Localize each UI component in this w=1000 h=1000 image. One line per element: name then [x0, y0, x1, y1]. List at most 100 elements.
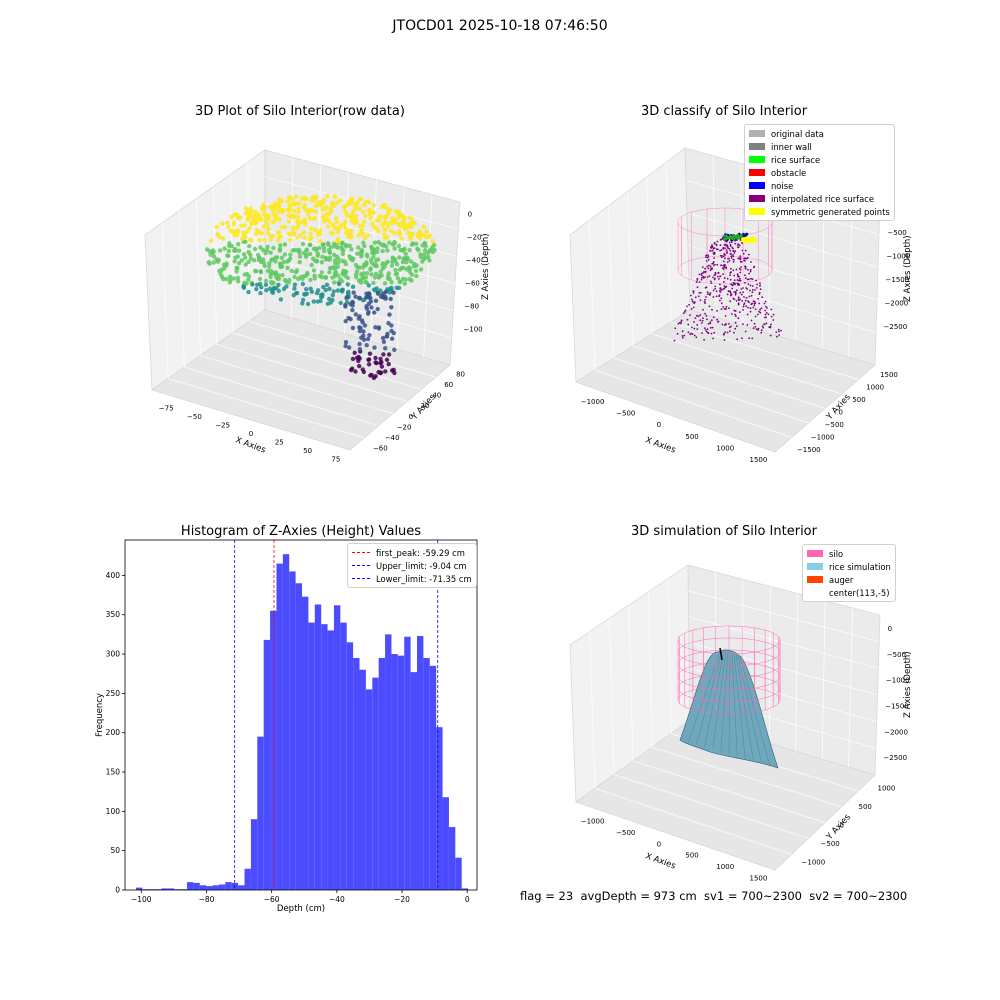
- scatter-point: [352, 350, 357, 355]
- scatter-point: [415, 231, 421, 236]
- legend-swatch: [749, 130, 765, 137]
- surface-mesh-line: [720, 651, 729, 752]
- scatter-point: [311, 268, 317, 273]
- legend-label: auger: [829, 574, 854, 585]
- scatter-point: [370, 250, 375, 255]
- interpolated-point: [729, 274, 731, 277]
- interpolated-point: [752, 300, 755, 303]
- interpolated-point: [746, 323, 749, 326]
- interpolated-point: [735, 289, 738, 292]
- scatter-point: [290, 225, 296, 230]
- scatter-point: [338, 300, 343, 306]
- interpolated-point: [718, 278, 720, 280]
- scatter-point: [231, 220, 237, 225]
- scatter-point: [215, 232, 221, 238]
- interpolated-point: [756, 313, 759, 316]
- y-tick-label: 100: [106, 807, 121, 816]
- scatter-point: [207, 261, 212, 266]
- interpolated-point: [741, 249, 744, 252]
- scatter-point: [265, 222, 270, 227]
- panel1-ztick: −40: [466, 257, 481, 265]
- scatter-point: [286, 219, 291, 224]
- scatter-point: [373, 355, 378, 361]
- histogram-bar: [391, 654, 398, 890]
- scatter-point: [208, 252, 213, 257]
- interpolated-point: [748, 295, 751, 298]
- interpolated-point: [749, 307, 752, 310]
- panel3-title: Histogram of Z-Axies (Height) Values: [180, 524, 422, 539]
- interpolated-point: [738, 277, 741, 280]
- scatter-point: [354, 269, 360, 274]
- scatter-point: [303, 222, 308, 227]
- interpolated-point: [710, 268, 713, 271]
- scatter-point: [318, 292, 324, 298]
- histogram-bar: [187, 882, 194, 890]
- scatter-point: [227, 274, 233, 279]
- scatter-point: [256, 212, 261, 217]
- scatter-point: [400, 276, 406, 282]
- scatter-point: [369, 272, 374, 277]
- interpolated-point: [698, 281, 701, 283]
- scatter-point: [385, 248, 390, 253]
- scatter-point: [358, 196, 363, 202]
- scatter-point: [357, 325, 362, 330]
- scatter-point: [359, 318, 365, 323]
- interpolated-point: [715, 290, 718, 293]
- legend-entry: Lower_limit: -71.35 cm: [352, 572, 472, 585]
- interpolated-point: [754, 325, 757, 328]
- scatter-point: [239, 258, 244, 263]
- scatter-point: [373, 360, 378, 365]
- status-footer: flag = 23 avgDepth = 973 cm sv1 = 700~23…: [520, 889, 908, 903]
- legend-label: obstacle: [771, 167, 807, 178]
- interpolated-point: [747, 268, 749, 271]
- scatter-point: [243, 211, 249, 216]
- scatter-point: [354, 214, 359, 219]
- scatter-point: [372, 345, 377, 350]
- legend-swatch: [749, 156, 765, 163]
- scatter-point: [286, 231, 292, 237]
- panel1-ytick: 80: [456, 370, 465, 378]
- interpolated-point: [742, 309, 744, 311]
- scatter-point: [391, 330, 396, 336]
- interpolated-point: [719, 244, 722, 247]
- interpolated-point: [734, 327, 737, 330]
- scatter-point: [357, 265, 362, 270]
- interpolated-point: [705, 315, 708, 317]
- histogram-bar: [270, 610, 277, 890]
- interpolated-point: [709, 265, 712, 267]
- scatter-point: [254, 227, 259, 232]
- histogram-bar: [321, 624, 328, 890]
- scatter-point: [302, 235, 307, 240]
- scatter-point: [354, 275, 359, 280]
- scatter-point: [234, 269, 239, 274]
- interpolated-point: [674, 327, 677, 330]
- scatter-point: [356, 354, 361, 360]
- interpolated-point: [731, 284, 734, 287]
- panel4-ytick: −1000: [802, 859, 826, 867]
- interpolated-point: [723, 277, 726, 279]
- legend-label: first_peak: -59.29 cm: [376, 547, 465, 558]
- legend-entry: symmetric generated points: [749, 205, 890, 218]
- interpolated-point: [746, 313, 749, 316]
- panel2-xlabel: X Axies: [644, 435, 677, 455]
- interpolated-point: [780, 329, 782, 332]
- scatter-point: [277, 248, 283, 253]
- scatter-point: [374, 218, 379, 223]
- rice-surface-point: [732, 234, 736, 238]
- scatter-point: [331, 265, 336, 270]
- interpolated-point: [753, 322, 756, 325]
- interpolated-point: [725, 266, 727, 269]
- panel3-histogram: −100 −80 −60 −40 −20 0 0 50 100 150 200 250 300 350 4…: [95, 539, 478, 914]
- histogram-bar: [340, 622, 347, 890]
- surface-mesh-line: [739, 656, 770, 766]
- panel2-xtick: 1000: [716, 445, 734, 453]
- interpolated-point: [736, 282, 739, 285]
- scatter-point: [396, 243, 402, 249]
- interpolated-point: [730, 257, 733, 259]
- scatter-point: [319, 270, 324, 275]
- scatter-point: [364, 306, 369, 311]
- scatter-point: [323, 218, 328, 223]
- interpolated-point: [684, 309, 687, 312]
- interpolated-point: [695, 281, 698, 283]
- scatter-point: [357, 341, 362, 347]
